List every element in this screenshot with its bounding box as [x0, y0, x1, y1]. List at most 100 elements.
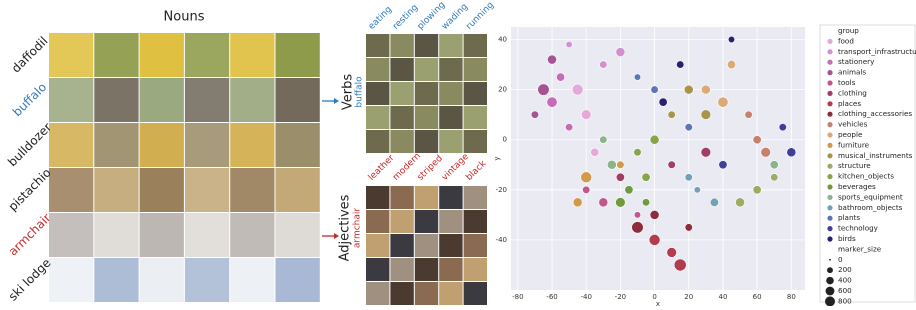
legend-label: animals: [838, 68, 866, 77]
noun-label: ski lodge: [6, 256, 54, 304]
adjective-photo: [439, 282, 462, 305]
verb-label: running: [464, 0, 496, 32]
photo: [185, 78, 229, 122]
adjective-photo: [366, 186, 389, 209]
x-tick-label: -20: [615, 293, 626, 301]
verb-photo: [390, 130, 413, 153]
verbs-title: Verbs: [341, 74, 356, 110]
y-tick-label: -40: [496, 236, 507, 244]
legend-marker: [827, 122, 832, 127]
point: [668, 161, 676, 169]
photo: [94, 168, 138, 212]
point: [547, 55, 556, 64]
legend-marker: [827, 216, 832, 221]
legend-marker: [827, 49, 832, 54]
legend-label: places: [838, 99, 861, 108]
point: [573, 198, 582, 207]
point: [617, 161, 625, 169]
legend-marker: [827, 132, 832, 137]
photo: [230, 78, 274, 122]
adjective-photo: [464, 234, 487, 257]
point: [719, 161, 727, 169]
photo: [49, 258, 93, 302]
x-tick-label: 20: [684, 293, 693, 301]
verbs-subject: buffalo: [355, 76, 365, 108]
noun-label: bulldozer: [5, 120, 54, 169]
photo: [140, 258, 184, 302]
adjective-photo: [439, 258, 462, 281]
adjective-photo: [366, 282, 389, 305]
point: [701, 85, 710, 94]
point: [634, 148, 642, 156]
point: [649, 234, 660, 245]
point: [582, 186, 590, 194]
adjective-photo: [415, 258, 438, 281]
verb-photo: [390, 34, 413, 57]
y-tick-label: 40: [498, 36, 507, 44]
size-legend-label: 400: [838, 276, 852, 285]
point: [779, 123, 787, 131]
legend-label: furniture: [838, 140, 870, 149]
legend-label: food: [838, 36, 854, 45]
legend-label: musical_instruments: [838, 151, 913, 160]
photo: [94, 213, 138, 257]
photo: [276, 123, 320, 167]
verb-photo: [415, 82, 438, 105]
verb-photo: [464, 58, 487, 81]
point: [761, 147, 771, 157]
point: [600, 61, 608, 69]
verb-label: eating: [367, 5, 394, 32]
point: [572, 84, 583, 95]
verb-photo: [439, 106, 462, 129]
verb-label: resting: [391, 3, 420, 32]
verb-photo: [415, 34, 438, 57]
point: [668, 111, 676, 119]
legend-label: beverages: [838, 182, 876, 191]
legend-label: people: [838, 130, 863, 139]
verb-photo: [464, 82, 487, 105]
photo: [94, 33, 138, 77]
adjective-photo: [366, 210, 389, 233]
point: [615, 197, 625, 207]
adjective-label: leather: [367, 153, 397, 183]
legend-label: stationery: [838, 57, 875, 66]
photo: [276, 78, 320, 122]
verb-photo: [439, 34, 462, 57]
legend-marker: [827, 174, 832, 179]
point: [684, 85, 693, 94]
adjective-photo: [439, 186, 462, 209]
legend-label: technology: [838, 224, 879, 233]
point: [728, 36, 735, 43]
adjective-photo: [464, 258, 487, 281]
legend-marker: [827, 184, 832, 189]
photo: [185, 123, 229, 167]
point: [727, 60, 735, 68]
point: [685, 123, 693, 131]
point: [634, 212, 641, 219]
verb-photo: [390, 106, 413, 129]
point: [599, 198, 608, 207]
plot-area: [511, 27, 805, 290]
photo: [49, 78, 93, 122]
size-legend-marker: [827, 267, 833, 273]
photo: [185, 258, 229, 302]
legend-marker: [827, 91, 832, 96]
y-tick-label: 20: [498, 86, 507, 94]
point: [676, 61, 684, 69]
verb-photo: [415, 58, 438, 81]
point: [634, 74, 641, 81]
point: [581, 110, 591, 120]
legend-label: sports_equipment: [838, 192, 903, 201]
verb-photo: [366, 82, 389, 105]
size-legend-marker: [826, 287, 835, 296]
y-tick-label: 0: [503, 136, 507, 144]
point: [674, 259, 686, 271]
point: [694, 187, 701, 194]
noun-label: buffalo: [10, 80, 49, 119]
photo: [276, 258, 320, 302]
photo: [230, 213, 274, 257]
size-legend-label: 200: [838, 265, 852, 274]
photo: [276, 168, 320, 212]
legend-label: transport_infrastructure: [838, 47, 916, 56]
legend-marker: [827, 80, 832, 85]
